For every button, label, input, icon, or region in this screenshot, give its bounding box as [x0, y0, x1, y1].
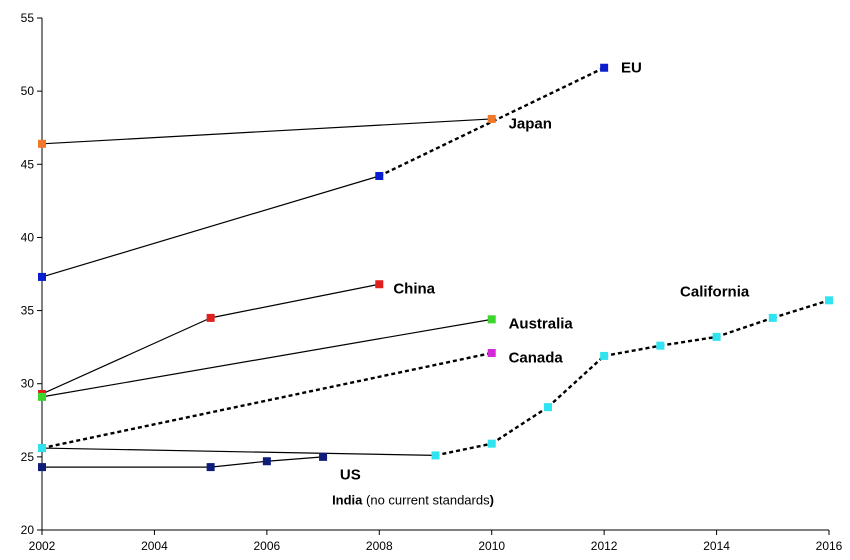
- series-labels: EU Japan China Australia Canada California US: [340, 60, 750, 484]
- california-point: [825, 296, 833, 305]
- india-footnote: India (no current standards): [332, 493, 494, 508]
- us-line-segment: [266, 456, 324, 462]
- california-line-segment: [603, 344, 661, 358]
- china-point: [206, 313, 215, 322]
- eu-label: EU: [621, 60, 642, 77]
- california-line-segment: [772, 299, 830, 320]
- california-line-segment: [435, 442, 492, 457]
- x-tick-label: 2016: [816, 539, 843, 553]
- us-line-segment: [210, 460, 267, 468]
- japan-point: [38, 139, 46, 148]
- japan-point: [487, 114, 496, 123]
- california-point: [487, 439, 496, 448]
- japan-label: Japan: [509, 115, 552, 132]
- australia-line-segment: [41, 318, 492, 398]
- california-label: California: [680, 284, 750, 301]
- california-line-segment: [41, 447, 436, 456]
- california-point: [656, 341, 665, 350]
- us-point: [319, 452, 328, 461]
- china-label: China: [393, 281, 435, 298]
- california-line-segment: [660, 335, 717, 347]
- us-point: [38, 463, 46, 472]
- y-tick-label: 40: [21, 230, 35, 244]
- canada-point: [487, 348, 496, 357]
- us-label: US: [340, 466, 361, 483]
- y-tick-label: 25: [21, 450, 35, 464]
- canada-line-segment: [41, 351, 492, 450]
- california-point: [431, 451, 440, 460]
- footnote-text: (no current standards: [362, 493, 490, 508]
- footnote-close: ): [490, 493, 494, 508]
- eu-point: [38, 272, 46, 281]
- x-tick-label: 2014: [703, 539, 730, 553]
- us-point: [262, 457, 271, 466]
- us-point: [206, 463, 215, 472]
- japan-line-segment: [41, 118, 492, 145]
- california-line-segment: [716, 316, 774, 339]
- california-point: [712, 332, 721, 341]
- australia-point: [38, 392, 46, 401]
- california-point: [543, 403, 552, 412]
- canada-label: Canada: [509, 349, 564, 366]
- china-line-segment: [41, 317, 211, 395]
- china-point: [375, 280, 384, 289]
- y-tick-label: 35: [21, 304, 35, 318]
- california-point: [38, 444, 46, 453]
- y-tick-label: 45: [21, 157, 35, 171]
- australia-point: [487, 315, 496, 324]
- footnote-country: India: [332, 493, 363, 508]
- y-tick-label: 30: [21, 377, 35, 391]
- y-tick-label: 55: [21, 11, 35, 25]
- california-point: [600, 351, 609, 360]
- x-tick-label: 2006: [254, 539, 281, 553]
- eu-point: [375, 171, 384, 180]
- series-markers: [38, 63, 833, 472]
- eu-point: [600, 63, 609, 72]
- x-tick-label: 2004: [141, 539, 168, 553]
- x-tick-label: 2002: [29, 539, 56, 553]
- series-lines: [41, 66, 830, 468]
- china-line-segment: [210, 283, 380, 319]
- australia-label: Australia: [509, 316, 574, 333]
- eu-line-segment: [41, 175, 380, 278]
- california-line-segment: [491, 406, 549, 445]
- california-line-segment: [547, 355, 605, 409]
- axes: 20 25 30 35 40 45 50 55 2002 2004 2006 2008 2010 2012…: [21, 11, 843, 553]
- y-tick-label: 50: [21, 84, 35, 98]
- x-tick-label: 2010: [478, 539, 505, 553]
- y-tick-label: 20: [21, 523, 35, 537]
- x-tick-label: 2012: [591, 539, 618, 553]
- california-point: [768, 313, 777, 322]
- x-tick-label: 2008: [366, 539, 393, 553]
